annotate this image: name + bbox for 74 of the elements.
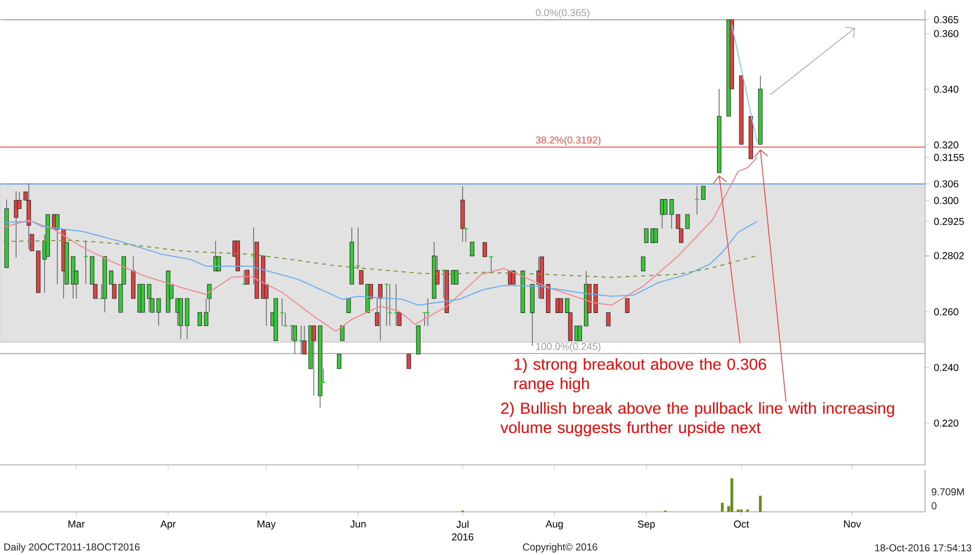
y-tick-label: 0.365 [934,16,958,24]
candlestick [292,325,297,355]
x-axis-title: 2016 [452,534,474,541]
candlestick [346,298,351,314]
x-tick-label: Aug [546,520,563,530]
candlestick [574,326,579,342]
x-tick-label: Oct [734,520,750,528]
ref-line-label: 38.2%(0.3192) [536,136,600,146]
candlestick [555,298,560,314]
line-series [2,220,758,306]
candlestick [216,256,221,272]
candlestick [685,214,690,230]
candlestick [578,326,582,342]
line-series [2,156,758,332]
y-tick-label: 0.3155 [934,154,964,162]
candlestick [482,242,487,258]
y-tick-label: 0.340 [934,86,958,93]
candlestick [663,199,668,215]
ref-line-label: 100.0%(0.245) [536,342,600,352]
x-tick-label: Nov [844,520,862,528]
y-tick-label: 0.220 [934,420,958,427]
y-tick-label: 0.2802 [934,252,964,260]
candlestick [156,298,161,326]
x-tick-label: May [258,520,276,530]
bar [758,496,762,512]
x-tick-label: Apr [160,520,176,530]
annotation: 1) strong breakout above the 0.306 range high [514,358,766,392]
line-series [2,240,758,278]
candlestick [336,354,342,370]
y-tick-label: 0.240 [934,364,958,372]
text: 9.709M [932,488,964,496]
text: Daily 20OCT2011-18OCT2016 [4,543,140,553]
candlestick [650,228,655,243]
candlestick [340,326,344,342]
candlestick [302,325,306,355]
y-tick-label: 0.260 [934,308,958,316]
x-tick-label: Sep [638,520,655,530]
candlestick [558,298,563,314]
y-tick-label: 0.306 [934,180,958,188]
candlestick [644,228,648,243]
candlestick [55,214,60,285]
text: 0 [932,502,936,510]
x-tick-label: Jun [350,520,366,528]
candlestick [359,270,364,285]
candlestick [146,284,152,313]
candlestick [198,312,202,326]
y-tick-label: 0.2925 [934,218,964,226]
candlestick [511,270,516,285]
text: 18-Oct-2016 17:54:13 [875,544,972,552]
candlestick [701,186,706,200]
candlestick [406,354,411,370]
y-tick-label: 0.300 [934,197,958,204]
bar [730,478,734,512]
annotation: 2) Bullish break above the pullback line with increasing volume suggests further upside next [500,402,894,436]
candlestick [606,312,610,326]
candlestick [397,312,402,326]
candlestick [378,284,382,342]
candlestick [454,270,458,285]
candlestick [30,234,34,252]
y-tick-label: 0.360 [934,30,958,38]
candlestick [640,256,646,272]
candlestick [669,199,674,230]
x-tick-label: Mar [68,520,85,528]
candlestick [450,270,456,285]
candlestick [245,270,250,285]
ref-line-label: 0.0%(0.365) [536,8,590,18]
x-tick-label: Jul [456,520,468,528]
text: Copyright© 2016 [523,543,598,553]
y-tick-label: 0.320 [934,141,958,149]
candlestick [312,325,316,396]
candlestick [654,228,658,243]
candlestick [470,242,474,256]
candlestick [508,270,512,285]
candlestick [625,298,630,314]
